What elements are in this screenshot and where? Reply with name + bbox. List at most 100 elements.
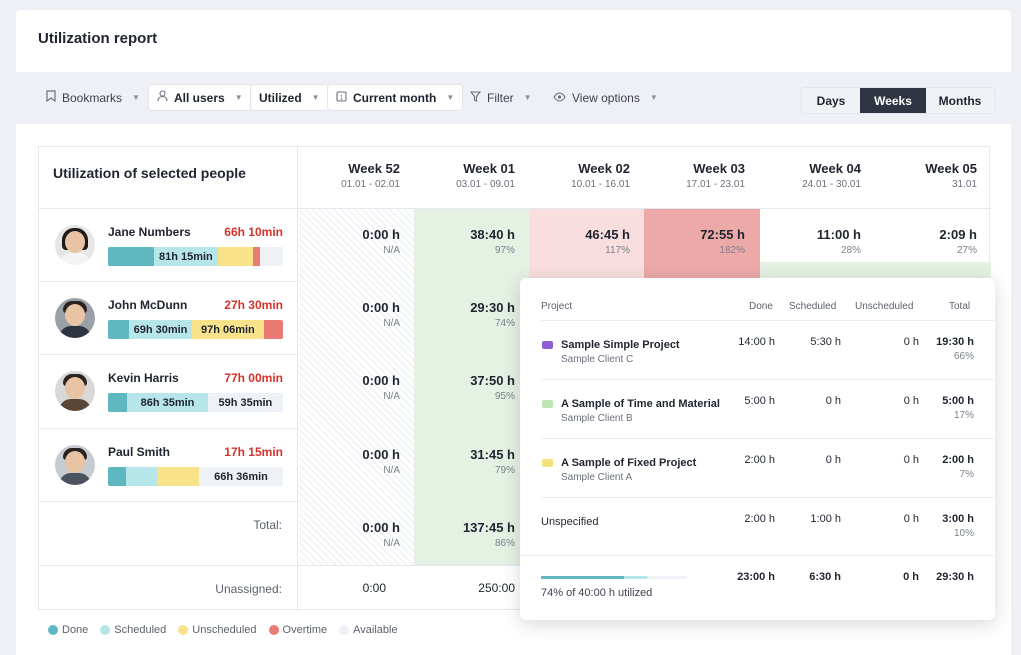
view-weeks-tab[interactable]: Weeks xyxy=(860,88,926,113)
week-header: Week 04 24.01 - 30.01 xyxy=(802,161,861,190)
legend-unscheduled: Unscheduled xyxy=(178,624,257,636)
users-label: All users xyxy=(174,90,225,105)
view-days-tab[interactable]: Days xyxy=(816,93,846,108)
person-row-paul-smith[interactable]: Paul Smith 17h 15min 66h 36min xyxy=(39,429,298,502)
bar-segment-sched: 69h 30min xyxy=(129,320,192,339)
view-options-dropdown[interactable]: View options ▼ xyxy=(545,84,666,111)
bar-segment-unsched xyxy=(157,467,199,486)
users-dropdown[interactable]: All users ▼ xyxy=(148,84,252,111)
bookmark-icon xyxy=(46,90,56,105)
client-name: Sample Client B xyxy=(561,413,633,424)
week-cell[interactable]: 0:00 h N/A xyxy=(362,300,400,329)
week-header: Week 05 31.01 xyxy=(925,161,977,190)
project-color-icon xyxy=(542,400,553,408)
week-02-overbooked xyxy=(529,208,644,280)
project-color-icon xyxy=(542,341,553,349)
project-row[interactable]: A Sample of Time and Material Sample Cli… xyxy=(520,388,995,446)
divider xyxy=(39,208,991,209)
utilized-text: 74% of 40:00 h utilized xyxy=(541,587,653,599)
person-total: 27h 30min xyxy=(224,298,283,312)
week-cell[interactable]: 29:30 h 74% xyxy=(470,300,515,329)
week-04-05-highlight xyxy=(760,262,991,280)
filter-label: Filter xyxy=(487,90,514,105)
total-value: 3:00 h xyxy=(942,513,974,525)
person-name: Jane Numbers xyxy=(108,225,191,239)
week-cell[interactable]: 72:55 h 182% xyxy=(700,227,745,256)
project-row[interactable]: Sample Simple Project Sample Client C 14… xyxy=(520,329,995,387)
utilized-dropdown[interactable]: Utilized ▼ xyxy=(250,84,329,111)
week-03-overbooked xyxy=(644,208,760,280)
utilized-progress-bar xyxy=(541,576,686,579)
period-label: Current month xyxy=(353,90,437,105)
calendar-icon: 1 xyxy=(336,90,347,105)
chevron-down-icon: ▼ xyxy=(446,93,455,102)
bar-segment-sched: 86h 35min xyxy=(127,393,208,412)
unassigned-cell: 250:00 xyxy=(478,581,515,595)
person-row-john-mcdunn[interactable]: John McDunn 27h 30min 69h 30min 97h 06min xyxy=(39,282,298,355)
filter-dropdown[interactable]: Filter ▼ xyxy=(462,84,540,111)
unscheduled-value: 0 h xyxy=(903,513,919,525)
project-row-unspecified[interactable]: Unspecified 2:00 h 1:00 h 0 h 3:00 h 10% xyxy=(520,506,995,564)
avatar xyxy=(55,371,95,411)
unscheduled-value: 0 h xyxy=(903,454,919,466)
project-name: Sample Simple Project xyxy=(561,339,680,351)
bar-segment-unsched: 97h 06min xyxy=(192,320,264,339)
user-icon xyxy=(157,90,168,105)
client-name: Sample Client A xyxy=(561,472,633,483)
week-cell[interactable]: 0:00 h N/A xyxy=(362,227,400,256)
utilization-bar: 66h 36min xyxy=(108,467,283,486)
week-cell[interactable]: 31:45 h 79% xyxy=(470,447,515,476)
view-months-tab[interactable]: Months xyxy=(938,93,982,108)
week-cell[interactable]: 0:00 h N/A xyxy=(362,373,400,402)
col-done: Done xyxy=(749,301,773,312)
bar-segment-over xyxy=(263,320,283,339)
divider xyxy=(541,497,995,498)
week-cell[interactable]: 2:09 h 27% xyxy=(939,227,977,256)
col-scheduled: Scheduled xyxy=(789,301,837,312)
bar-segment-done xyxy=(108,467,126,486)
avatar xyxy=(55,225,95,265)
total-value: 5:00 h xyxy=(942,395,974,407)
eye-icon xyxy=(553,91,566,105)
scheduled-value: 1:00 h xyxy=(810,513,841,525)
bar-segment-sched xyxy=(125,467,157,486)
divider xyxy=(541,379,995,380)
project-breakdown-popup: Project Done Scheduled Unscheduled Total… xyxy=(520,278,995,620)
bar-segment-avail xyxy=(260,247,283,266)
bar-segment-done xyxy=(108,393,128,412)
utilization-table: Utilization of selected people Week 52 01… xyxy=(38,146,991,611)
bookmarks-dropdown[interactable]: Bookmarks ▼ xyxy=(38,84,148,111)
scheduled-value: 0 h xyxy=(825,395,841,407)
week-cell[interactable]: 0:00 h N/A xyxy=(362,447,400,476)
utilization-bar: 81h 15min xyxy=(108,247,283,266)
total-percent: 10% xyxy=(953,528,974,539)
week-header: Week 52 01.01 - 02.01 xyxy=(341,161,400,190)
legend-scheduled: Scheduled xyxy=(100,624,166,636)
total-percent: 17% xyxy=(953,410,974,421)
person-row-jane-numbers[interactable]: Jane Numbers 66h 10min 81h 15min xyxy=(39,209,298,282)
person-row-kevin-harris[interactable]: Kevin Harris 77h 00min 86h 35min 59h 35mi… xyxy=(39,355,298,428)
week-cell[interactable]: 37:50 h 95% xyxy=(470,373,515,402)
bar-segment-done xyxy=(108,247,154,266)
project-name: Unspecified xyxy=(541,516,599,528)
table-heading: Utilization of selected people xyxy=(53,165,246,181)
legend-done: Done xyxy=(48,624,88,636)
period-dropdown[interactable]: 1 Current month ▼ xyxy=(327,84,464,111)
week-cell[interactable]: 11:00 h 28% xyxy=(816,227,861,256)
chevron-down-icon: ▼ xyxy=(234,93,243,102)
week-header: Week 02 10.01 - 16.01 xyxy=(571,161,630,190)
person-total: 66h 10min xyxy=(224,225,283,239)
scheduled-value: 5:30 h xyxy=(810,336,841,348)
total-value: 19:30 h xyxy=(936,336,974,348)
client-name: Sample Client C xyxy=(561,354,634,365)
divider xyxy=(541,438,995,439)
week-cell[interactable]: 46:45 h 117% xyxy=(585,227,630,256)
divider xyxy=(39,565,991,566)
project-name: A Sample of Fixed Project xyxy=(561,457,697,469)
divider xyxy=(541,320,995,321)
project-row[interactable]: A Sample of Fixed Project Sample Client … xyxy=(520,447,995,505)
week-cell[interactable]: 38:40 h 97% xyxy=(470,227,515,256)
legend-overtime: Overtime xyxy=(268,624,327,636)
bar-segment-sched: 81h 15min xyxy=(153,247,219,266)
person-total: 77h 00min xyxy=(224,371,283,385)
